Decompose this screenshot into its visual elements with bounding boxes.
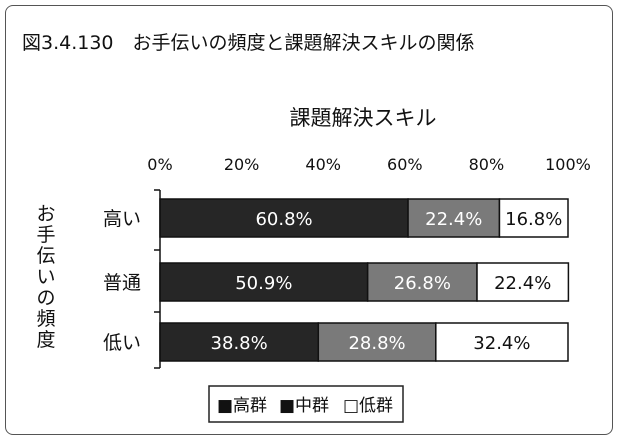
axis-lines [154,189,161,369]
y-axis-label-char: の [36,287,55,309]
category-label: 低い [103,332,141,354]
bar-segment [498,198,569,238]
data-label: 38.8% [211,333,268,354]
y-axis-label-char: 度 [36,329,55,351]
y-axis-label-char: い [36,266,55,288]
data-label: 60.8% [255,209,312,230]
bar-segment [407,198,501,238]
legend: ■高群 ■中群 □低群 [208,385,404,423]
bar-segment [476,262,570,302]
data-label: 22.4% [425,209,482,230]
x-tick-label: 100% [545,155,591,174]
chart-title: 課題解決スキル [290,106,437,130]
bar-segment [366,262,478,302]
data-label: 32.4% [473,333,530,354]
bar-segment [317,322,437,362]
x-tick-labels: 0% 20% 40% 60% 80% 100% [147,155,591,174]
bar-segment [435,322,569,362]
x-tick-label: 20% [224,155,260,174]
data-label: 26.8% [394,273,451,294]
category-label: 普通 [103,272,141,294]
data-label: 16.8% [505,209,562,230]
figure-title: 図3.4.130 お手伝いの頻度と課題解決スキルの関係 [22,32,475,54]
bar-segment [159,262,369,302]
y-axis-label-char: 手 [36,224,55,246]
x-tick-label: 80% [469,155,505,174]
y-axis-label-char: 伝 [36,245,55,267]
legend-entry: ■高群 [217,396,267,416]
x-tick-label: 40% [305,155,341,174]
legend-entry: ■中群 [279,396,329,416]
x-tick-label: 60% [387,155,423,174]
data-label: 22.4% [494,273,551,294]
y-axis-label-char: お [36,203,55,225]
bar-segment [159,198,409,238]
bars: 60.8% 22.4% 16.8% 50.9% 26.8% 22.4% 38.8% 28.8%… [159,198,570,362]
data-label: 50.9% [235,273,292,294]
data-label: 28.8% [348,333,405,354]
legend-entry: □低群 [343,396,393,416]
category-label: 高い [103,208,141,230]
legend-box [208,385,404,423]
x-tick-label: 0% [147,155,172,174]
y-axis-label: お手伝いの頻度 [36,203,55,351]
y-axis-label-char: 頻 [36,308,55,330]
